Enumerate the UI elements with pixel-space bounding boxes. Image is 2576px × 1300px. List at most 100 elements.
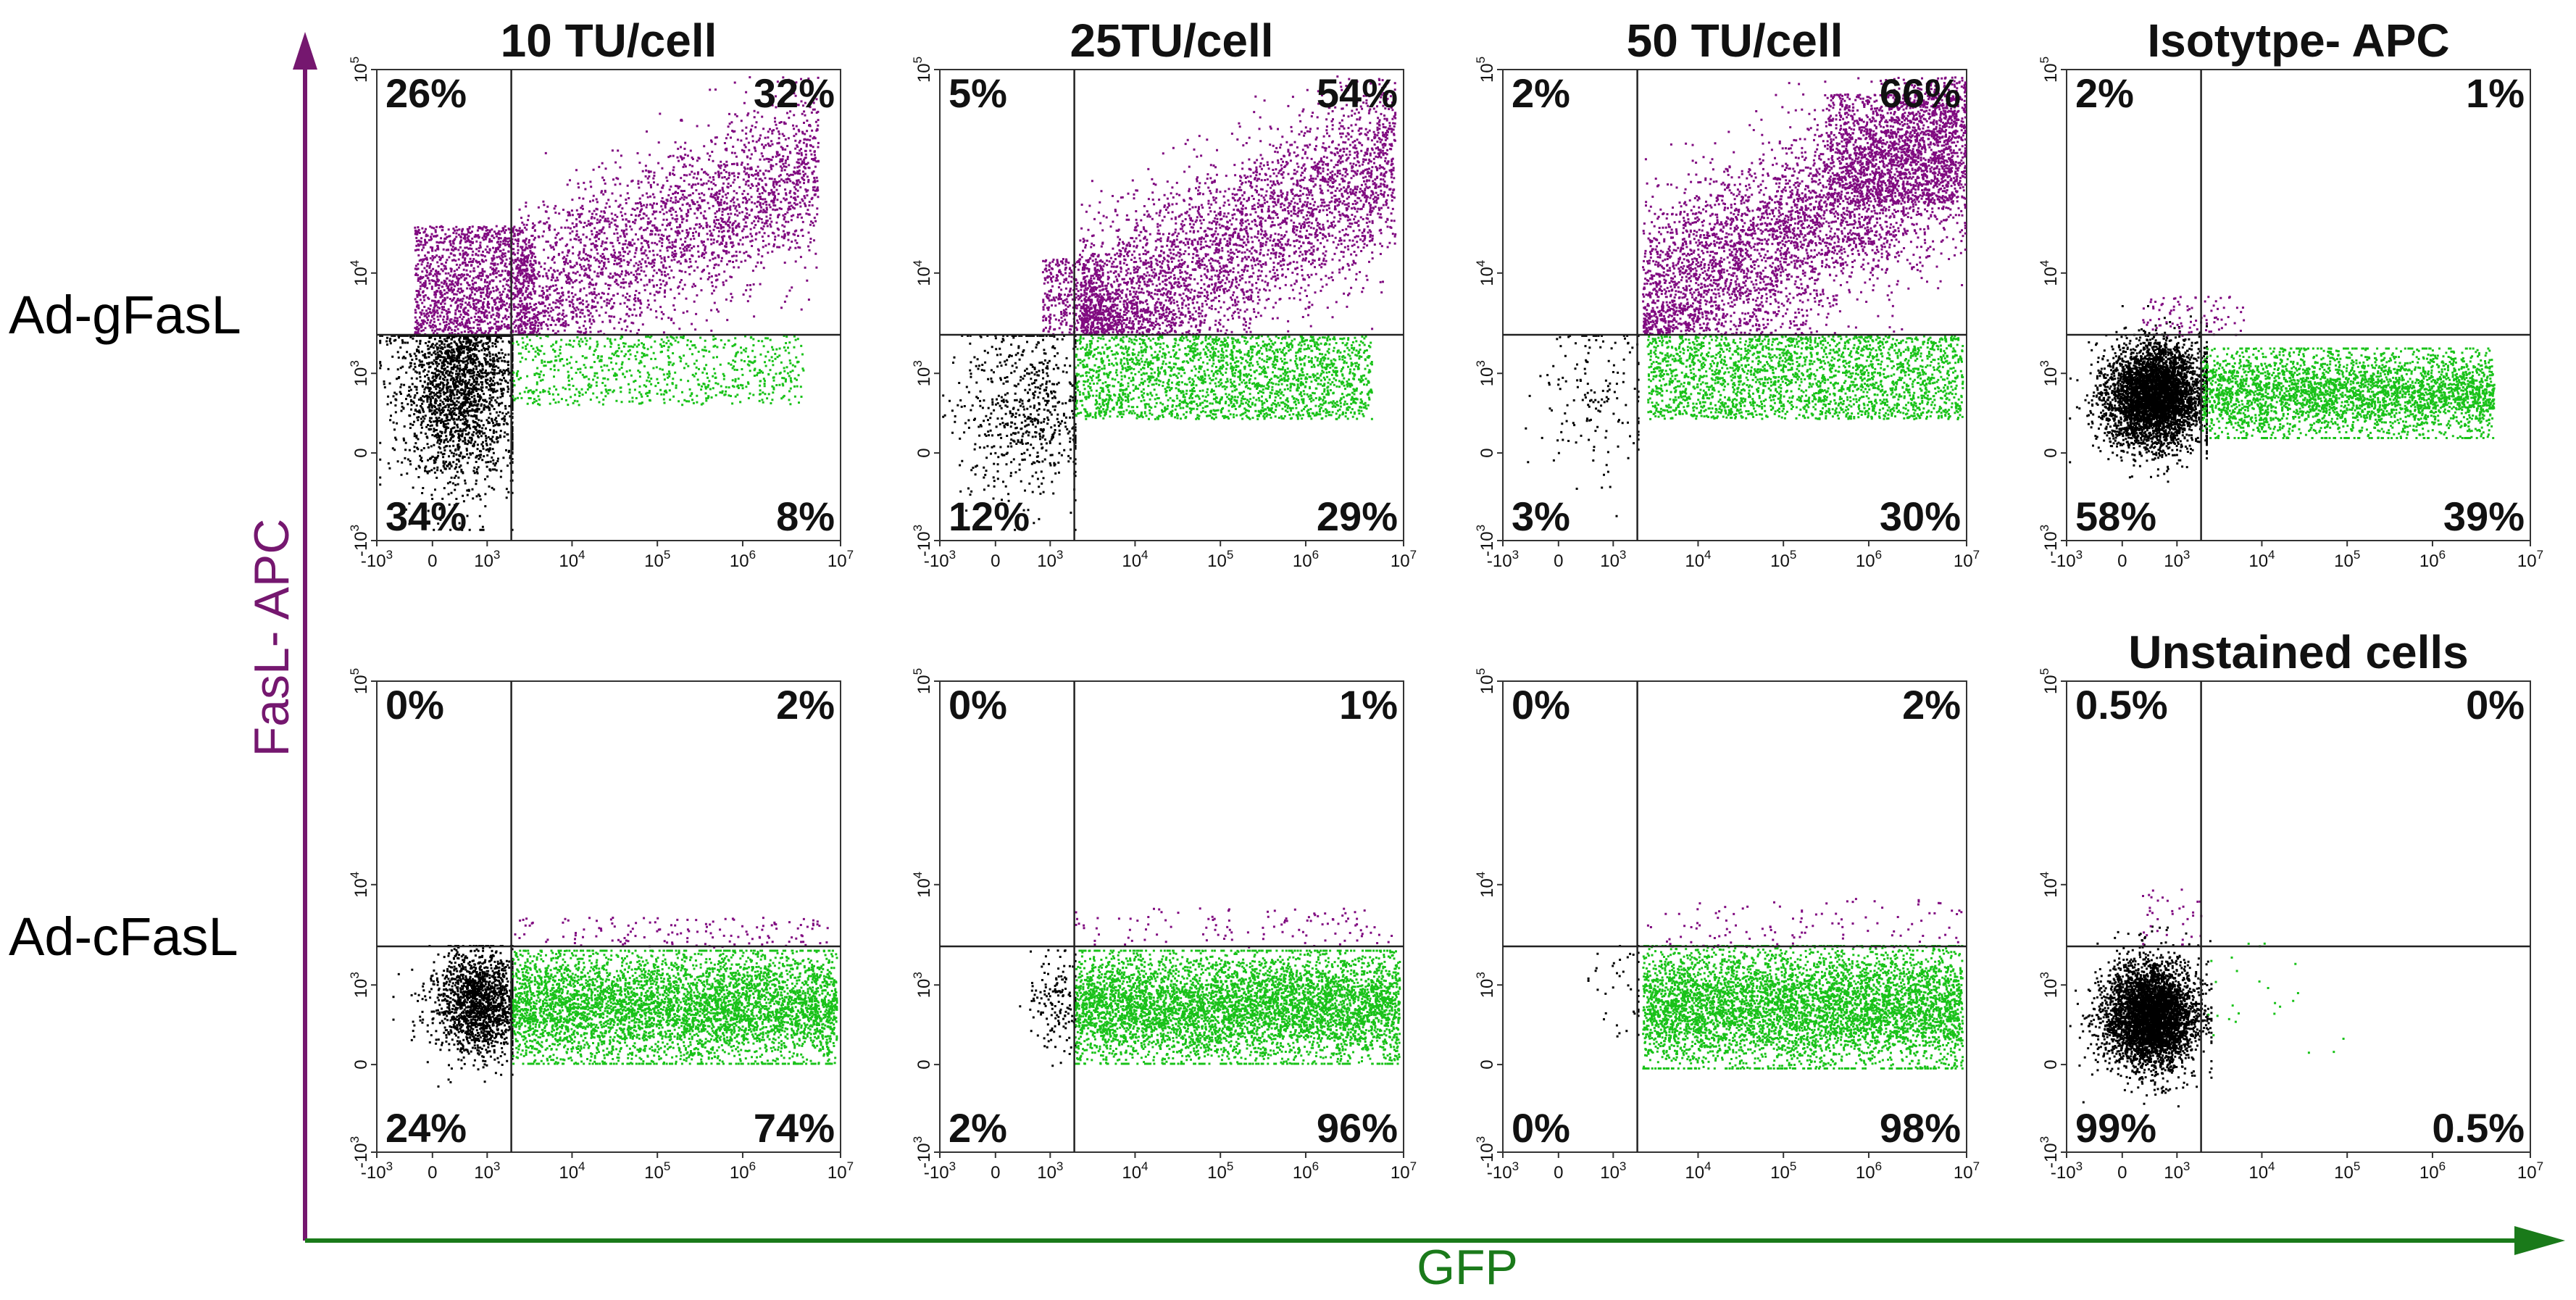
x-tick-label: 105 — [1770, 1159, 1796, 1183]
x-tick-label: 105 — [2334, 1159, 2360, 1183]
global-labels: FasL- APC GFP Ad-gFasL Ad-cFasL — [9, 285, 1518, 1295]
quadrant-pct-lr: 0.5% — [2432, 1105, 2525, 1151]
plot-frame — [939, 69, 1404, 541]
x-tick-label: 105 — [2334, 548, 2360, 571]
event-population — [514, 917, 829, 949]
row-label-ad-gfasl: Ad-gFasL — [9, 285, 241, 345]
y-tick-label: 103 — [2038, 972, 2061, 998]
y-tick-label: 103 — [911, 360, 934, 386]
x-tick-label: 103 — [2164, 1159, 2190, 1183]
x-tick-label: -103 — [361, 1159, 393, 1183]
quadrant-pct-lr: 8% — [776, 493, 835, 539]
y-axis-arrowhead — [293, 32, 317, 70]
event-population — [1646, 335, 1964, 420]
event-population — [942, 334, 1077, 531]
quadrant-pct-ll: 12% — [949, 493, 1030, 539]
x-tick-label: 103 — [474, 548, 500, 571]
x-tick-label: -103 — [924, 1159, 956, 1183]
quadrant-pct-ul: 26% — [385, 70, 467, 116]
panel-title: Unstained cells — [2128, 626, 2469, 678]
x-tick-label: 104 — [1685, 1159, 1711, 1183]
panel-r2-c1: -103 0 103 104 105 106 107 -103 0 103 104 105 0% 2% 24… — [348, 668, 854, 1183]
y-tick-label: 104 — [911, 872, 934, 898]
x-tick-label: 105 — [644, 1159, 670, 1183]
quadrant-pct-ll: 24% — [385, 1105, 467, 1151]
y-tick-label: 103 — [2038, 360, 2061, 386]
quadrant-pct-ul: 0.5% — [2075, 682, 2168, 728]
y-tick-label: -103 — [911, 525, 934, 557]
quadrant-pct-ur: 1% — [2466, 70, 2525, 116]
panel-r1-c2: -103 0 103 104 105 106 107 -103 0 103 104 105 25TU/c… — [911, 14, 1417, 571]
x-tick-label: 105 — [1207, 548, 1233, 571]
x-tick-label: 0 — [991, 551, 1000, 571]
plot-frame — [376, 69, 841, 541]
quadrant-pct-lr: 29% — [1317, 493, 1398, 539]
quadrant-pct-ll: 58% — [2075, 493, 2156, 539]
y-tick-label: 0 — [1477, 448, 1497, 457]
x-tick-label: 107 — [1954, 1159, 1980, 1183]
plot-frame — [2066, 680, 2531, 1153]
x-tick-label: -103 — [2051, 548, 2083, 571]
x-tick-label: 0 — [1554, 1163, 1563, 1183]
event-population — [1646, 898, 1963, 949]
y-tick-label: 0 — [351, 448, 371, 457]
event-population — [2069, 305, 2208, 483]
x-tick-label: 104 — [1122, 1159, 1148, 1183]
x-tick-label: -103 — [2051, 1159, 2083, 1183]
x-tick-label: 105 — [1207, 1159, 1233, 1183]
y-tick-label: 105 — [1474, 57, 1497, 83]
x-tick-label: 107 — [2517, 548, 2543, 571]
event-population — [511, 949, 838, 1065]
x-tick-label: 106 — [1293, 1159, 1319, 1183]
event-population — [1642, 945, 1964, 1070]
y-tick-label: 104 — [2038, 872, 2061, 898]
x-axis-label: GFP — [1417, 1240, 1518, 1295]
y-tick-label: -103 — [2038, 1136, 2061, 1168]
global-axes — [293, 32, 2565, 1255]
event-population — [392, 945, 514, 1088]
plot-frame — [1502, 680, 1967, 1153]
event-population — [2142, 296, 2246, 337]
y-tick-label: 103 — [911, 972, 934, 998]
y-tick-label: 0 — [914, 1059, 934, 1069]
y-tick-label: 104 — [348, 260, 371, 286]
event-dots — [392, 917, 838, 1088]
x-tick-label: 106 — [1856, 1159, 1882, 1183]
quadrant-pct-ul: 5% — [949, 70, 1007, 116]
y-tick-label: 105 — [2038, 668, 2061, 694]
y-tick-label: 0 — [2041, 1059, 2061, 1069]
event-population — [1642, 76, 1967, 336]
y-tick-label: -103 — [348, 1136, 371, 1168]
quadrant-pct-ul: 2% — [2075, 70, 2134, 116]
y-tick-label: 0 — [2041, 448, 2061, 457]
panel-title: 10 TU/cell — [501, 14, 717, 67]
panel-title: 25TU/cell — [1070, 14, 1273, 67]
panel-r1-c4: -103 0 103 104 105 106 107 -103 0 103 104 105 Isotyt… — [2038, 14, 2543, 571]
quadrant-pct-lr: 39% — [2443, 493, 2525, 539]
plot-frame — [2066, 69, 2531, 541]
quadrant-pct-ul: 0% — [1512, 682, 1570, 728]
x-tick-label: 103 — [1037, 548, 1063, 571]
x-tick-label: 107 — [1391, 548, 1417, 571]
y-tick-label: 103 — [348, 972, 371, 998]
event-population — [1525, 334, 1640, 517]
x-tick-label: 106 — [2419, 548, 2446, 571]
y-tick-label: 105 — [2038, 57, 2061, 83]
quadrant-pct-ll: 3% — [1512, 493, 1570, 539]
x-tick-label: 104 — [1685, 548, 1711, 571]
y-tick-label: -103 — [1474, 525, 1497, 557]
y-tick-label: -103 — [2038, 525, 2061, 557]
y-tick-label: 103 — [1474, 972, 1497, 998]
event-population — [512, 335, 805, 407]
x-tick-label: 104 — [559, 548, 585, 571]
x-tick-label: 105 — [1770, 548, 1796, 571]
quadrant-pct-ur: 0% — [2466, 682, 2525, 728]
x-tick-label: 103 — [474, 1159, 500, 1183]
x-tick-label: 107 — [828, 548, 854, 571]
quadrant-pct-ll: 0% — [1512, 1105, 1570, 1151]
x-tick-label: 103 — [1600, 1159, 1626, 1183]
x-tick-label: -103 — [361, 548, 393, 571]
panel-title: Isotytpe- APC — [2147, 14, 2449, 67]
event-population — [2142, 888, 2203, 946]
